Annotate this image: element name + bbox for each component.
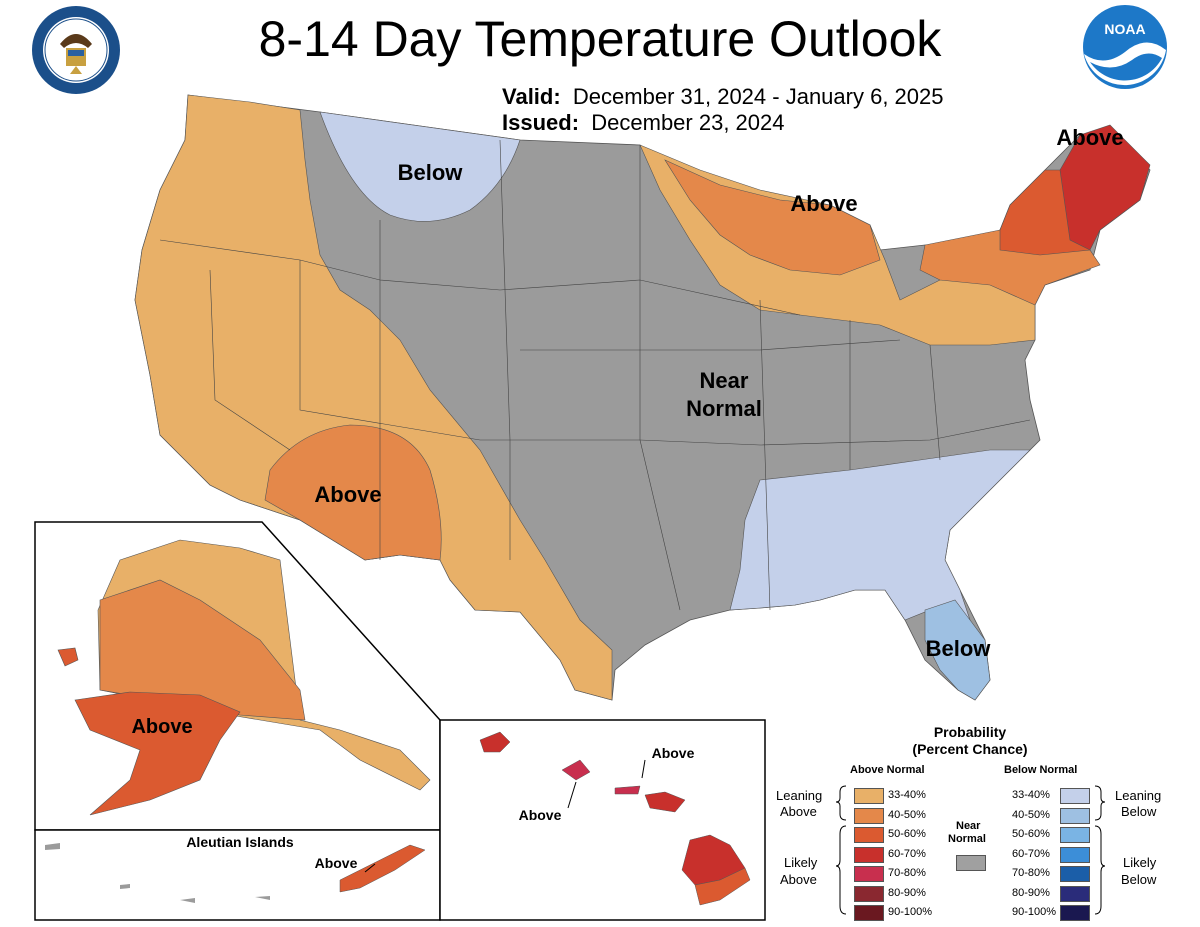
legend-leaning-above-2: Above	[780, 804, 817, 819]
legend-likely-below-1: Likely	[1123, 855, 1157, 870]
label-above-hawaii-oahu: Above	[519, 807, 562, 823]
noaa-logo-text: NOAA	[1104, 21, 1145, 37]
legend-above-class-swatch	[854, 827, 884, 843]
probability-legend: Probability (Percent Chance) Above Norma…	[770, 720, 1180, 921]
label-above-aleutian: Above	[315, 855, 358, 871]
legend-likely-above-2: Above	[780, 872, 817, 887]
legend-above-class-swatch	[854, 866, 884, 882]
legend-below-class-label: 60-70%	[1012, 847, 1050, 860]
legend-below-class-swatch	[1060, 885, 1090, 902]
noaa-logo-icon: NOAA	[1083, 5, 1167, 89]
legend-above-class-swatch	[854, 846, 884, 863]
maui-island	[644, 791, 686, 813]
label-above-alaska: Above	[131, 716, 192, 738]
legend-below-header: Below Normal	[1004, 764, 1078, 776]
legend-below-class-swatch	[1060, 866, 1090, 882]
legend-title-2: (Percent Chance)	[912, 741, 1028, 757]
north-below-33-40	[319, 111, 521, 222]
legend-leaning-below-1: Leaning	[1115, 788, 1162, 803]
legend-above-class-label: 90-100%	[888, 906, 933, 918]
southwest-above-40-50	[264, 424, 442, 561]
legend-above-class-swatch	[854, 788, 884, 804]
legend-above-class-label: 60-70%	[888, 847, 926, 860]
legend-above-class-swatch	[854, 885, 884, 902]
legend-below-class-label: 40-50%	[1012, 808, 1050, 821]
valid-dates: Valid: December 31, 2024 - January 6, 20…	[502, 84, 943, 110]
page-title: 8-14 Day Temperature Outlook	[258, 11, 942, 67]
legend-leaning-below-2: Below	[1121, 804, 1157, 819]
valid-value: December 31, 2024 - January 6, 2025	[572, 84, 944, 109]
label-below-north: Below	[398, 160, 464, 185]
label-near-normal-1: Near	[700, 368, 749, 393]
legend-above-class-label: 50-60%	[888, 828, 926, 840]
legend-below-class-label: 80-90%	[1012, 886, 1050, 899]
legend-below-class-swatch	[1060, 846, 1090, 863]
legend-likely-above-1: Likely	[784, 855, 818, 870]
legend-near-2: Normal	[948, 833, 986, 845]
legend-above-class-label: 40-50%	[888, 808, 926, 821]
big-island-south	[694, 867, 751, 906]
legend-below-class-swatch	[1060, 905, 1090, 921]
label-aleutian-title: Aleutian Islands	[186, 834, 294, 850]
label-above-great-lakes: Above	[790, 191, 857, 216]
valid-label: Valid:	[502, 84, 561, 109]
oahu-island	[561, 759, 591, 781]
label-above-hawaii-molokai: Above	[652, 745, 695, 761]
legend-leaning-above-1: Leaning	[776, 788, 823, 803]
kauai-island	[479, 731, 511, 753]
alaska-above-50-60	[74, 691, 241, 816]
greatlakes-above-40-50	[664, 159, 881, 276]
state-boundaries	[159, 139, 1031, 611]
molokai-island	[614, 785, 641, 795]
legend-above-class-label: 33-40%	[888, 789, 926, 801]
legend-below-class-label: 50-60%	[1012, 828, 1050, 840]
legend-below-class-swatch	[1060, 827, 1090, 843]
legend-above-class-swatch	[854, 807, 884, 824]
aleutian-inset	[34, 829, 441, 921]
legend-above-header: Above Normal	[850, 764, 925, 776]
legend-above-class-label: 70-80%	[888, 867, 926, 879]
legend-near-1: Near	[956, 820, 981, 832]
issued-value: December 23, 2024	[591, 110, 785, 135]
legend-below-class-label: 33-40%	[1012, 789, 1050, 801]
label-near-normal-2: Normal	[686, 396, 762, 421]
maine-above-60-70	[1059, 124, 1151, 251]
legend-braces	[835, 785, 1106, 915]
issued-date: Issued: December 23, 2024	[502, 110, 785, 136]
legend-above-class-swatch	[854, 905, 884, 921]
florida-below-40-50	[924, 599, 991, 701]
label-above-northeast: Above	[1056, 125, 1123, 150]
west-above-33-40	[134, 94, 613, 701]
legend-below-class-swatch	[1060, 788, 1090, 804]
hawaii-inset	[439, 719, 766, 921]
legend-above-class-label: 80-90%	[888, 886, 926, 899]
label-above-southwest: Above	[314, 482, 381, 507]
legend-below-class-label: 70-80%	[1012, 867, 1050, 879]
legend-near-swatch	[956, 855, 986, 871]
alaska-inset	[34, 521, 441, 831]
label-below-florida: Below	[926, 636, 992, 661]
legend-likely-below-2: Below	[1121, 872, 1157, 887]
dept-commerce-seal-icon	[32, 6, 120, 94]
issued-label: Issued:	[502, 110, 580, 135]
legend-below-class-label: 90-100%	[1012, 906, 1057, 918]
legend-below-class-swatch	[1060, 807, 1090, 824]
legend-title-1: Probability	[933, 724, 1007, 740]
